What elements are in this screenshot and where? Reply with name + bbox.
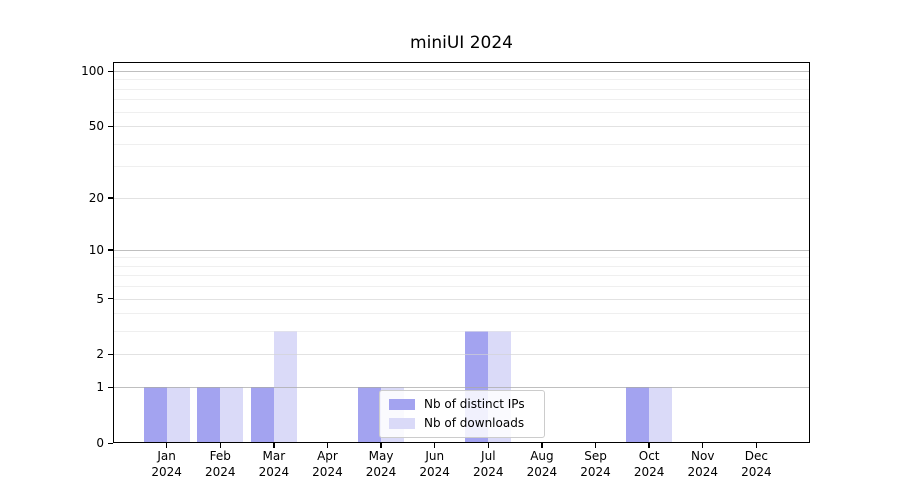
x-axis-tick-label: Aug 2024 bbox=[507, 449, 577, 480]
gridline-decade bbox=[113, 71, 810, 73]
y-axis-tick-label: 1 bbox=[96, 380, 104, 395]
legend-label-distinct-ips: Nb of distinct IPs bbox=[424, 397, 525, 411]
x-axis-tick bbox=[326, 443, 329, 448]
x-axis-tick-year: 2024 bbox=[312, 464, 343, 479]
y-axis-tick-label: 10 bbox=[88, 242, 104, 257]
gridline-minor bbox=[113, 257, 810, 259]
gridline-labeled bbox=[113, 354, 810, 356]
legend-swatch-downloads bbox=[389, 417, 415, 429]
gridline-labeled bbox=[113, 298, 810, 300]
x-axis-tick-year: 2024 bbox=[151, 464, 182, 479]
x-axis-tick-year: 2024 bbox=[580, 464, 611, 479]
gridline-decade bbox=[113, 387, 810, 389]
gridline-minor bbox=[113, 166, 810, 168]
gridline-minor bbox=[113, 143, 810, 145]
plot-area bbox=[113, 62, 810, 443]
gridline-minor bbox=[113, 331, 810, 333]
x-axis-tick-label: Oct 2024 bbox=[614, 449, 684, 480]
bar-downloads-jan bbox=[166, 387, 190, 443]
x-axis-tick-label: Dec 2024 bbox=[721, 449, 791, 480]
x-axis-tick bbox=[487, 443, 489, 448]
y-axis-tick-label: 0 bbox=[96, 436, 104, 450]
x-axis-tick-year: 2024 bbox=[473, 464, 504, 479]
x-axis-tick-year: 2024 bbox=[365, 464, 397, 479]
x-axis-tick-label: Feb 2024 bbox=[185, 449, 255, 480]
bar-downloads-feb bbox=[220, 387, 244, 443]
y-axis-tick-label: 5 bbox=[96, 291, 104, 306]
bar-downloads-oct bbox=[649, 387, 673, 443]
x-axis-tick bbox=[433, 443, 436, 448]
gridline-minor bbox=[113, 79, 810, 81]
y-axis-tick-label: 2 bbox=[96, 347, 104, 362]
x-axis-tick bbox=[380, 443, 382, 448]
x-axis-tick-label: Nov 2024 bbox=[668, 449, 738, 480]
x-axis-tick-label: Jul 2024 bbox=[453, 449, 523, 480]
y-axis-tick-label: 100 bbox=[81, 64, 104, 79]
y-axis-tick bbox=[108, 70, 113, 72]
y-axis-tick-label: 50 bbox=[88, 119, 104, 134]
x-axis-tick bbox=[594, 443, 597, 448]
y-axis-tick bbox=[108, 249, 113, 251]
x-axis-tick bbox=[219, 443, 221, 448]
x-axis-tick-year: 2024 bbox=[419, 464, 450, 479]
chart-title: miniUI 2024 bbox=[410, 33, 513, 53]
x-axis-tick-label: Apr 2024 bbox=[292, 449, 362, 480]
x-axis-tick-year: 2024 bbox=[204, 464, 236, 479]
x-axis-tick bbox=[648, 443, 650, 448]
legend: Nb of distinct IPs Nb of downloads bbox=[379, 390, 545, 438]
x-axis-tick-year: 2024 bbox=[633, 464, 665, 479]
x-axis-tick-label: Jun 2024 bbox=[400, 449, 470, 480]
bar-distinct-ips-mar bbox=[250, 387, 274, 443]
x-axis-tick-year: 2024 bbox=[687, 464, 719, 479]
gridline-decade bbox=[113, 249, 810, 251]
x-axis-tick bbox=[702, 443, 704, 448]
gridline-minor bbox=[113, 111, 810, 113]
legend-item-distinct-ips: Nb of distinct IPs bbox=[389, 397, 535, 411]
x-axis-tick bbox=[541, 443, 543, 448]
y-axis-tick bbox=[108, 386, 113, 389]
x-axis-tick-year: 2024 bbox=[741, 464, 772, 479]
x-axis-tick bbox=[273, 443, 275, 448]
y-axis-tick bbox=[108, 353, 113, 356]
gridline-labeled bbox=[113, 197, 810, 199]
bar-distinct-ips-may bbox=[358, 387, 382, 443]
x-axis-tick-label: Sep 2024 bbox=[561, 449, 631, 480]
x-axis-tick-label: May 2024 bbox=[346, 449, 416, 480]
y-axis-tick bbox=[108, 125, 113, 127]
gridline-minor bbox=[113, 286, 810, 288]
gridline-minor bbox=[113, 265, 810, 267]
legend-swatch-distinct-ips bbox=[389, 398, 415, 410]
gridline-minor bbox=[113, 275, 810, 277]
x-axis-tick-year: 2024 bbox=[526, 464, 558, 479]
y-axis-tick-label: 20 bbox=[88, 190, 104, 205]
gridline-labeled bbox=[113, 126, 810, 128]
legend-item-downloads: Nb of downloads bbox=[389, 416, 535, 430]
bar-distinct-ips-feb bbox=[197, 387, 221, 443]
gridline-minor bbox=[113, 88, 810, 90]
x-axis-tick-label: Mar 2024 bbox=[239, 449, 309, 480]
x-axis-tick bbox=[165, 443, 168, 448]
gridline-minor bbox=[113, 99, 810, 101]
y-axis-tick bbox=[108, 197, 113, 199]
legend-label-downloads: Nb of downloads bbox=[424, 416, 525, 430]
x-axis-tick-label: Jan 2024 bbox=[132, 449, 202, 480]
y-axis-tick bbox=[108, 442, 113, 444]
bar-distinct-ips-oct bbox=[626, 387, 650, 443]
gridline-minor bbox=[113, 313, 810, 315]
bar-distinct-ips-jan bbox=[143, 387, 167, 443]
x-axis-tick bbox=[755, 443, 758, 448]
x-axis-tick-year: 2024 bbox=[258, 464, 290, 479]
y-axis-tick bbox=[108, 298, 113, 300]
